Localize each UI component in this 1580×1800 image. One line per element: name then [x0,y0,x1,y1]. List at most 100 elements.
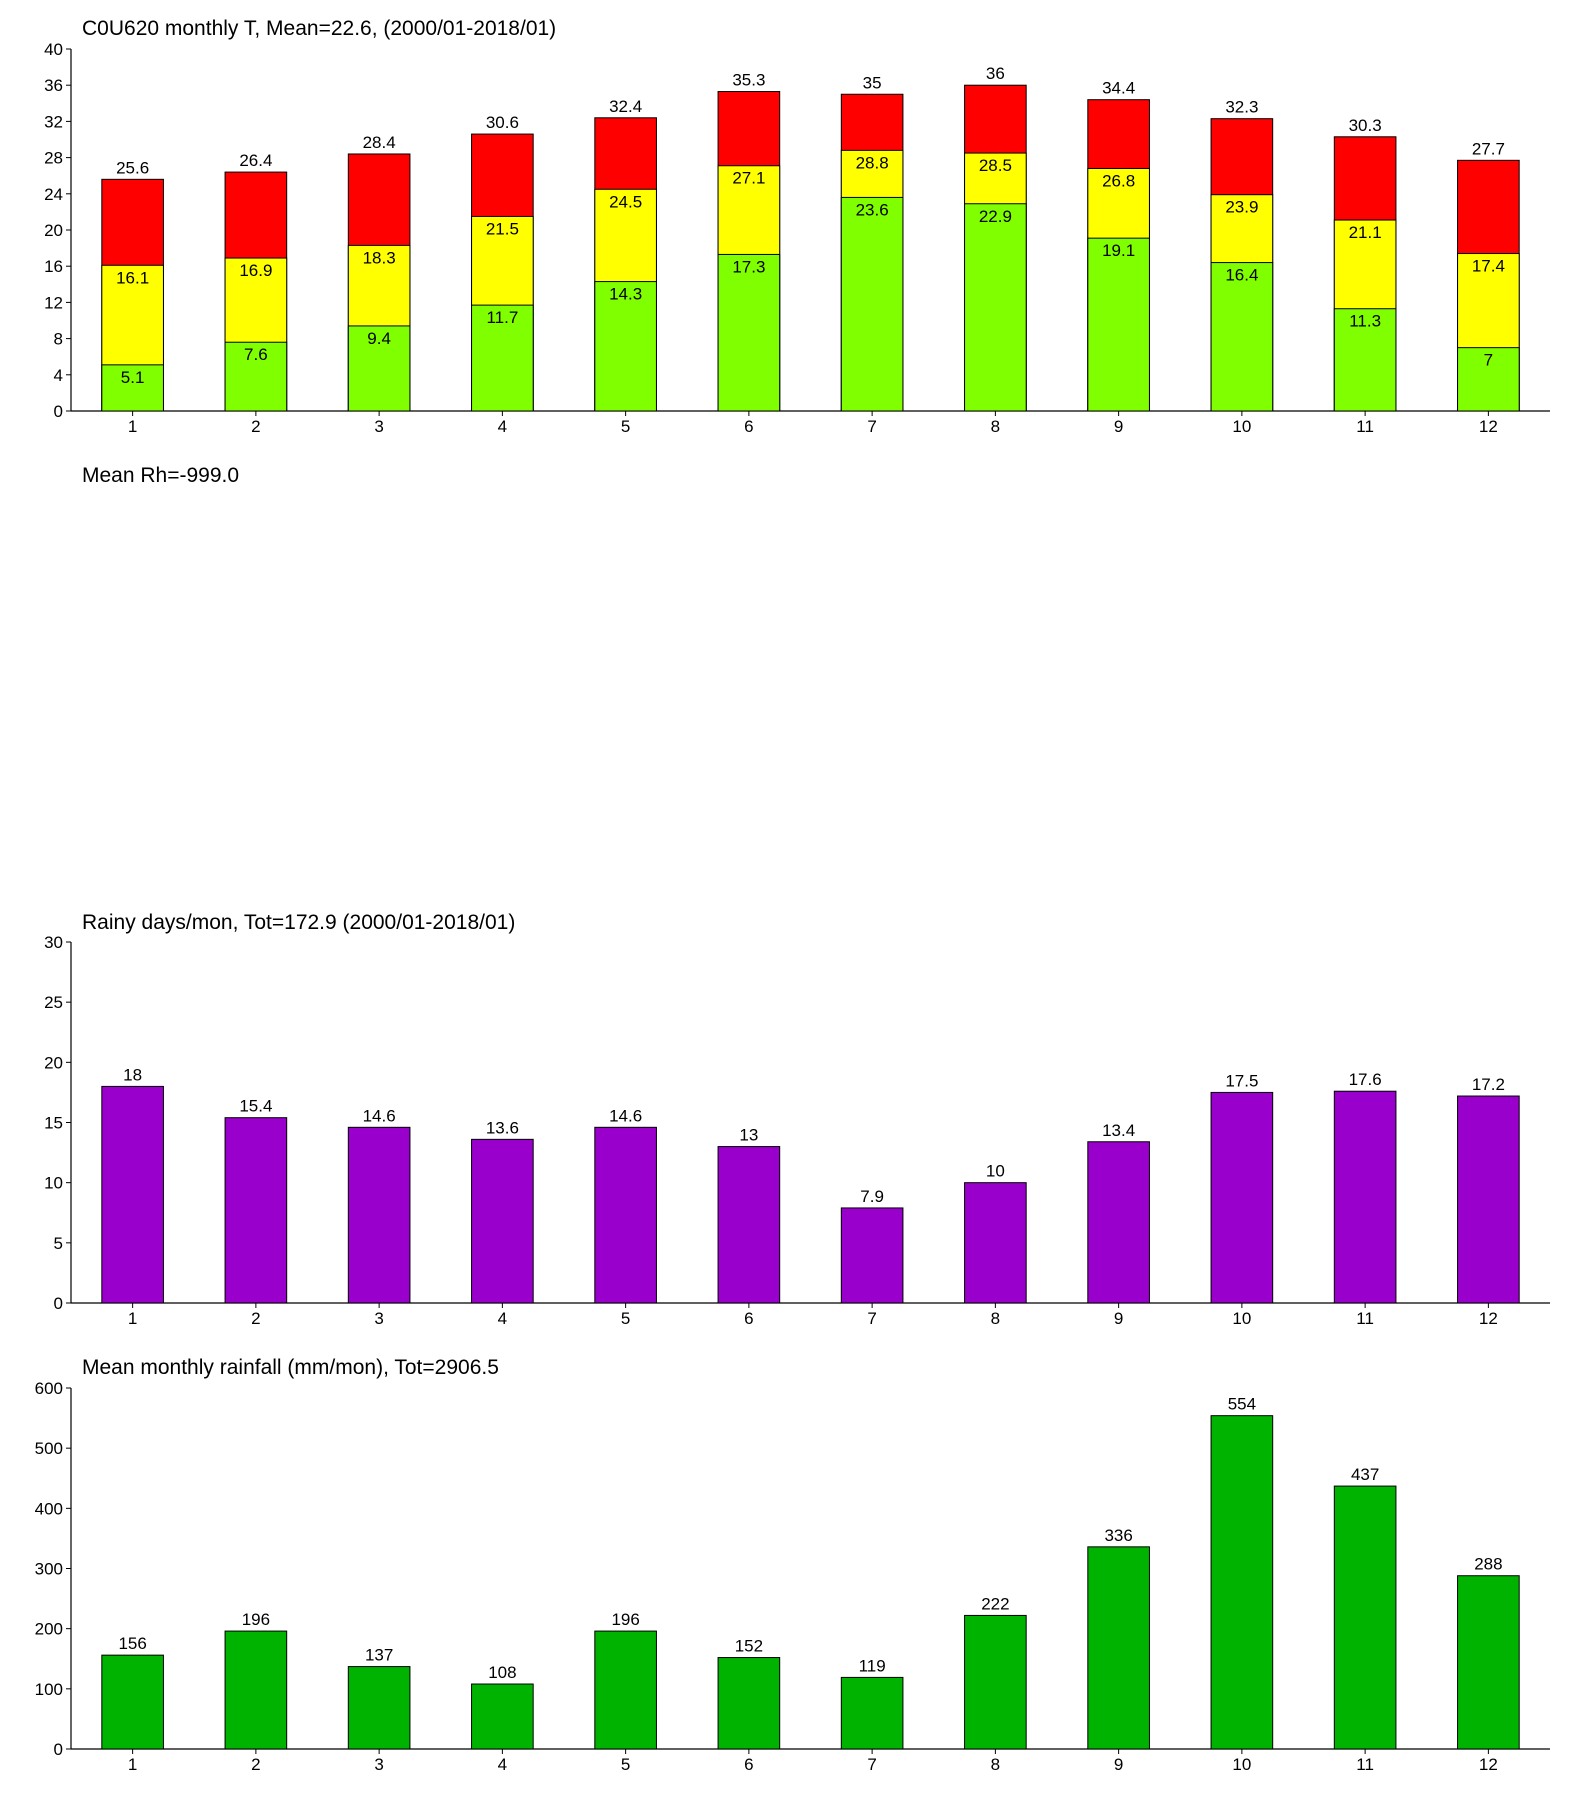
bar [840,196,904,412]
x-tick-label: 3 [374,1755,383,1774]
value-label: 18.3 [363,248,396,267]
x-tick-label: 1 [128,417,137,436]
x-tick-label: 11 [1356,1309,1374,1328]
bar [224,341,288,412]
bar [717,253,781,412]
bar [1457,1095,1520,1304]
value-label: 152 [735,1637,763,1656]
x-tick-label: 8 [991,417,1000,436]
x-tick-label: 12 [1479,417,1498,436]
value-label: 13.4 [1102,1121,1135,1140]
bar [1333,308,1397,412]
value-label: 28.8 [856,153,889,172]
value-label: 28.5 [979,156,1012,175]
x-tick-label: 7 [867,1755,876,1774]
value-label: 222 [981,1594,1009,1613]
y-tick-label: 0 [54,1740,63,1759]
bar [594,1630,657,1750]
y-tick-label: 5 [54,1234,63,1253]
value-label: 14.6 [609,1106,642,1125]
bar [964,203,1027,412]
bar [1087,1141,1150,1304]
value-label: 32.3 [1225,98,1258,117]
value-label: 11.7 [486,308,518,327]
value-label: 137 [365,1646,393,1665]
x-tick-label: 11 [1356,1755,1374,1774]
value-label: 554 [1228,1395,1256,1414]
bar [347,1666,411,1750]
x-tick-label: 7 [867,417,876,436]
x-tick-label: 2 [251,1309,260,1328]
y-tick-label: 20 [44,1053,63,1072]
value-label: 36 [986,64,1005,83]
x-tick-label: 1 [128,1309,137,1328]
x-tick-label: 6 [744,1309,753,1328]
bar [224,1117,288,1304]
bar [1333,1485,1397,1750]
x-tick-label: 3 [374,1309,383,1328]
bar [964,1182,1027,1304]
value-label: 17.3 [732,257,765,276]
value-label: 7 [1484,351,1493,370]
y-tick-label: 16 [44,257,63,276]
x-tick-label: 4 [498,1309,507,1328]
bar [840,1676,904,1750]
value-label: 27.1 [732,169,765,188]
y-tick-label: 600 [35,1379,63,1398]
y-tick-label: 36 [44,76,63,95]
chart-title: Mean Rh=-999.0 [82,464,239,487]
value-label: 22.9 [979,207,1012,226]
bar [347,325,411,412]
x-tick-label: 9 [1114,1309,1123,1328]
y-tick-label: 10 [44,1174,63,1193]
value-label: 18 [123,1065,142,1084]
value-label: 21.1 [1349,223,1382,242]
x-tick-label: 7 [867,1309,876,1328]
bar [1333,1090,1397,1304]
bar [594,1126,657,1304]
bar [471,1138,534,1304]
x-tick-label: 5 [621,1755,630,1774]
x-tick-label: 2 [251,1755,260,1774]
x-tick-label: 10 [1232,1755,1251,1774]
y-tick-label: 20 [44,221,63,240]
value-label: 14.3 [609,285,642,304]
x-tick-label: 12 [1479,1755,1498,1774]
y-tick-label: 28 [44,149,63,168]
chart-title: Rainy days/mon, Tot=172.9 (2000/01-2018/… [82,911,515,934]
bar [101,1654,164,1750]
value-label: 14.6 [363,1106,396,1125]
value-label: 119 [859,1656,886,1675]
bar [1457,1575,1520,1750]
value-label: 9.4 [367,329,391,348]
value-label: 17.2 [1472,1075,1505,1094]
value-label: 11.3 [1349,312,1381,331]
value-label: 26.8 [1102,171,1135,190]
x-tick-label: 8 [991,1309,1000,1328]
value-label: 24.5 [609,192,642,211]
bar [101,364,164,412]
bar [1210,262,1274,412]
y-tick-label: 0 [54,1294,63,1313]
y-tick-label: 24 [44,185,63,204]
value-label: 156 [118,1634,146,1653]
y-tick-label: 100 [35,1680,63,1699]
x-tick-label: 4 [498,417,507,436]
chart-title: C0U620 monthly T, Mean=22.6, (2000/01-20… [82,17,556,40]
value-label: 28.4 [363,133,396,152]
x-tick-label: 3 [374,417,383,436]
value-label: 7.6 [244,345,268,364]
y-tick-label: 32 [44,112,63,131]
y-tick-label: 30 [44,933,63,952]
value-label: 35 [863,73,882,92]
value-label: 16.9 [239,261,272,280]
y-tick-label: 25 [44,993,63,1012]
x-tick-label: 10 [1232,417,1251,436]
value-label: 196 [611,1610,639,1629]
value-label: 34.4 [1102,79,1135,98]
y-tick-label: 8 [54,330,63,349]
y-tick-label: 500 [35,1439,63,1458]
x-tick-label: 2 [251,417,260,436]
